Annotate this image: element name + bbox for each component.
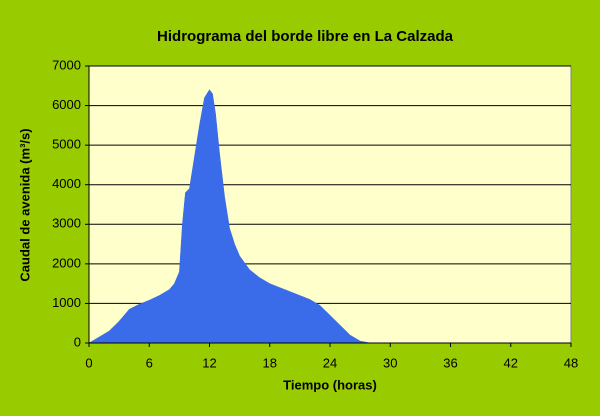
y-tick-label: 5000 (52, 137, 81, 152)
x-tick-label: 0 (85, 355, 92, 370)
area (88, 89, 371, 344)
y-tick-label: 0 (74, 334, 81, 349)
y-tick-label: 1000 (52, 295, 81, 310)
y-tick-label: 7000 (52, 57, 81, 72)
x-tick-label: 30 (383, 355, 397, 370)
y-tick-label: 3000 (52, 216, 81, 231)
x-tick-label: 12 (202, 355, 216, 370)
x-tick-label: 48 (564, 355, 578, 370)
x-tick-label: 6 (146, 355, 153, 370)
x-tick-label: 24 (323, 355, 337, 370)
x-axis-label: Tiempo (horas) (283, 377, 377, 392)
y-tick-label: 4000 (52, 176, 81, 191)
chart-title: Hidrograma del borde libre en La Calzada (157, 28, 454, 45)
x-tick-label: 42 (504, 355, 518, 370)
y-tick-label: 6000 (52, 97, 81, 112)
x-tick-label: 18 (263, 355, 277, 370)
x-tick-label: 36 (443, 355, 457, 370)
y-axis-label: Caudal de avenida (m³/s) (17, 128, 32, 281)
y-tick-label: 2000 (52, 255, 81, 270)
